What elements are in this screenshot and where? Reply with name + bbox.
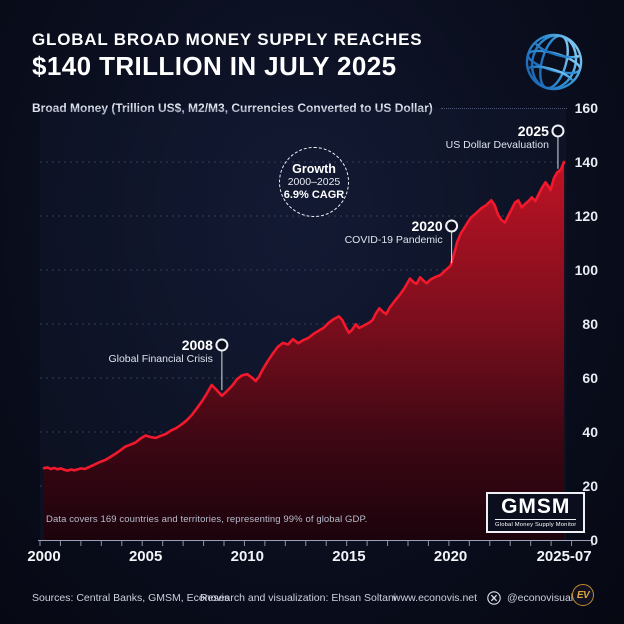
y-axis-label-160: 160 (574, 100, 598, 116)
credit-text: Research and visualization: Ehsan Soltan… (200, 592, 397, 604)
gmsm-logo-title: GMSM (501, 495, 571, 518)
x-axis-label-2010: 2010 (230, 548, 264, 565)
website-url: www.econovis.net (393, 592, 478, 604)
annotation-note-2020: COVID-19 Pandemic (344, 233, 443, 246)
x-twitter-icon (487, 591, 501, 605)
growth-badge-period: 2000–2025 (287, 176, 341, 188)
x-axis-label-2020: 2020 (433, 548, 468, 565)
x-axis-label-2025-07: 2025-07 (536, 548, 592, 565)
y-axis-label-60: 60 (582, 370, 598, 386)
x-axis-label-2015: 2015 (332, 548, 366, 565)
y-axis-label-80: 80 (582, 316, 598, 332)
growth-badge-title: Growth (292, 162, 336, 176)
data-coverage-note: Data covers 169 countries and territorie… (46, 514, 368, 525)
sources-text: Sources: Central Banks, GMSM, Econovis (32, 592, 230, 604)
ev-logo-text: EV (576, 589, 590, 601)
world-bank-globe-icon (525, 33, 583, 91)
gmsm-logo: GMSM Global Money Supply Monitor (486, 492, 586, 533)
y-axis-label-0: 0 (590, 532, 598, 548)
social-handle: @econovisuals (507, 592, 579, 604)
annotation-year-2020: 2020 (411, 217, 443, 234)
annotation-note-2025: US Dollar Devaluation (445, 138, 549, 151)
chart-subtitle-row: Broad Money (Trillion US$, M2/M3, Curren… (32, 100, 598, 116)
y-axis-label-20: 20 (582, 478, 598, 494)
page-title-line2: $140 TRILLION IN JULY 2025 (32, 51, 397, 81)
growth-badge-cagr: 6.9% CAGR (283, 189, 345, 201)
y-axis-label-140: 140 (574, 154, 598, 170)
gmsm-logo-subtitle: Global Money Supply Monitor (495, 519, 577, 528)
page-title-line1: GLOBAL BROAD MONEY SUPPLY REACHES (32, 30, 423, 49)
x-axis-label-2005: 2005 (128, 548, 163, 565)
y-axis-label-120: 120 (574, 208, 598, 224)
chart-subtitle: Broad Money (Trillion US$, M2/M3, Curren… (32, 101, 433, 115)
annotation-year-2025: 2025 (517, 122, 549, 139)
econovis-ev-logo: EV (572, 584, 594, 606)
annotation-note-2008: Global Financial Crisis (108, 353, 213, 366)
growth-cagr-badge: Growth 2000–2025 6.9% CAGR (279, 147, 349, 217)
y-axis-label-40: 40 (582, 424, 598, 440)
x-axis-label-2000: 2000 (27, 548, 61, 565)
annotation-year-2008: 2008 (181, 337, 213, 354)
y-axis-label-100: 100 (574, 262, 598, 278)
dotted-leader-line (440, 108, 567, 109)
